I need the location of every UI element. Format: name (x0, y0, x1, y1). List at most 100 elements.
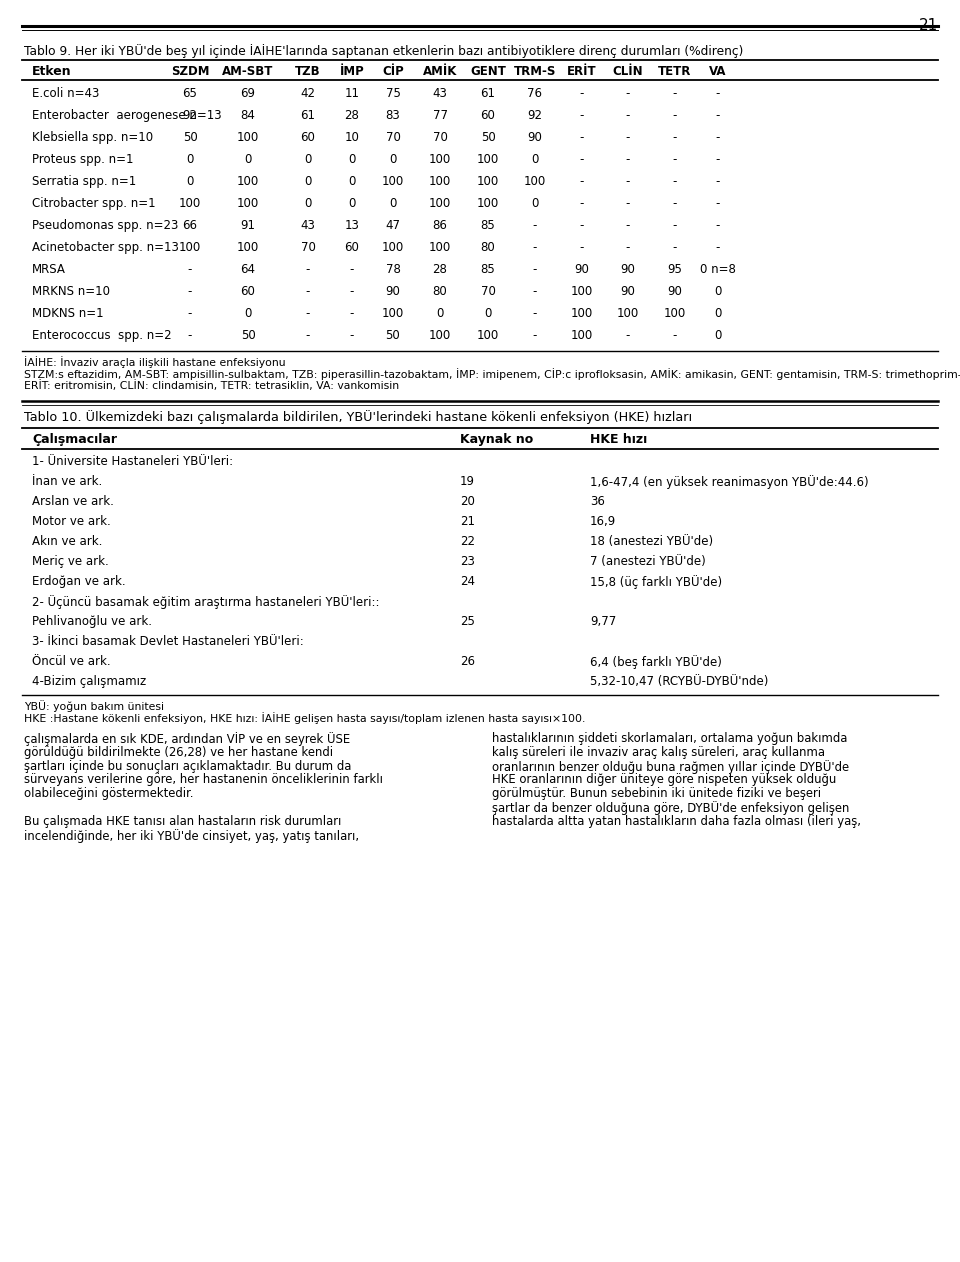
Text: olabileceğini göstermektedir.: olabileceğini göstermektedir. (24, 787, 194, 800)
Text: 90: 90 (667, 285, 683, 298)
Text: 60: 60 (241, 285, 255, 298)
Text: 3- İkinci basamak Devlet Hastaneleri YBÜ'leri:: 3- İkinci basamak Devlet Hastaneleri YBÜ… (32, 635, 303, 647)
Text: oranlarının benzer olduğu buna rağmen yıllar içinde DYBÜ'de: oranlarının benzer olduğu buna rağmen yı… (492, 760, 850, 774)
Text: 19: 19 (460, 475, 475, 488)
Text: 43: 43 (300, 220, 316, 232)
Text: 65: 65 (182, 87, 198, 100)
Text: 0: 0 (714, 307, 722, 321)
Text: -: - (349, 307, 354, 321)
Text: 4-Bizim çalışmamız: 4-Bizim çalışmamız (32, 675, 146, 688)
Text: 50: 50 (241, 329, 255, 342)
Text: 0: 0 (348, 153, 356, 167)
Text: İAİHE: İnvaziv araçla ilişkili hastane enfeksiyonu: İAİHE: İnvaziv araçla ilişkili hastane e… (24, 356, 286, 369)
Text: 70: 70 (386, 131, 400, 144)
Text: 83: 83 (386, 109, 400, 122)
Text: 100: 100 (382, 241, 404, 254)
Text: ERİT: ERİT (567, 66, 597, 78)
Text: -: - (626, 197, 630, 209)
Text: -: - (716, 87, 720, 100)
Text: İnan ve ark.: İnan ve ark. (32, 475, 103, 488)
Text: 10: 10 (345, 131, 359, 144)
Text: 85: 85 (481, 220, 495, 232)
Text: -: - (533, 262, 538, 276)
Text: -: - (626, 153, 630, 167)
Text: -: - (349, 262, 354, 276)
Text: -: - (580, 220, 585, 232)
Text: hastalıklarının şiddeti skorlamaları, ortalama yoğun bakımda: hastalıklarının şiddeti skorlamaları, or… (492, 732, 848, 745)
Text: 100: 100 (237, 241, 259, 254)
Text: -: - (533, 241, 538, 254)
Text: -: - (306, 285, 310, 298)
Text: Öncül ve ark.: Öncül ve ark. (32, 655, 110, 668)
Text: -: - (349, 285, 354, 298)
Text: Serratia spp. n=1: Serratia spp. n=1 (32, 175, 136, 188)
Text: -: - (673, 87, 677, 100)
Text: STZM:s eftazidim, AM-SBT: ampisillin-sulbaktam, TZB: piperasillin-tazobaktam, İM: STZM:s eftazidim, AM-SBT: ampisillin-sul… (24, 369, 960, 380)
Text: HKE oranlarının diğer üniteye göre nispeten yüksek olduğu: HKE oranlarının diğer üniteye göre nispe… (492, 774, 836, 786)
Text: -: - (673, 153, 677, 167)
Text: 100: 100 (571, 285, 593, 298)
Text: 100: 100 (429, 197, 451, 209)
Text: 0: 0 (436, 307, 444, 321)
Text: AMİK: AMİK (422, 66, 457, 78)
Text: çalışmalarda en sık KDE, ardından VİP ve en seyrek ÜSE: çalışmalarda en sık KDE, ardından VİP ve… (24, 732, 350, 746)
Text: HKE :Hastane kökenli enfeksiyon, HKE hızı: İAİHE gelişen hasta sayısı/toplam izl: HKE :Hastane kökenli enfeksiyon, HKE hız… (24, 712, 586, 724)
Text: 85: 85 (481, 262, 495, 276)
Text: Pseudomonas spp. n=23: Pseudomonas spp. n=23 (32, 220, 179, 232)
Text: -: - (716, 175, 720, 188)
Text: 75: 75 (386, 87, 400, 100)
Text: 80: 80 (433, 285, 447, 298)
Text: 77: 77 (433, 109, 447, 122)
Text: 0: 0 (304, 175, 312, 188)
Text: MDKNS n=1: MDKNS n=1 (32, 307, 104, 321)
Text: 50: 50 (386, 329, 400, 342)
Text: 1- Üniversite Hastaneleri YBÜ'leri:: 1- Üniversite Hastaneleri YBÜ'leri: (32, 456, 233, 468)
Text: -: - (580, 131, 585, 144)
Text: Enterococcus  spp. n=2: Enterococcus spp. n=2 (32, 329, 172, 342)
Text: -: - (716, 241, 720, 254)
Text: 43: 43 (433, 87, 447, 100)
Text: 100: 100 (429, 329, 451, 342)
Text: -: - (626, 131, 630, 144)
Text: Meriç ve ark.: Meriç ve ark. (32, 555, 108, 568)
Text: -: - (533, 329, 538, 342)
Text: İMP: İMP (340, 66, 365, 78)
Text: TRM-S: TRM-S (514, 66, 556, 78)
Text: 25: 25 (460, 615, 475, 628)
Text: 100: 100 (617, 307, 639, 321)
Text: 0: 0 (714, 285, 722, 298)
Text: 0: 0 (531, 153, 539, 167)
Text: CİP: CİP (382, 66, 404, 78)
Text: 100: 100 (237, 197, 259, 209)
Text: TETR: TETR (659, 66, 692, 78)
Text: Proteus spp. n=1: Proteus spp. n=1 (32, 153, 133, 167)
Text: YBÜ: yoğun bakım ünitesi: YBÜ: yoğun bakım ünitesi (24, 700, 164, 712)
Text: 0: 0 (304, 153, 312, 167)
Text: -: - (673, 197, 677, 209)
Text: MRKNS n=10: MRKNS n=10 (32, 285, 110, 298)
Text: 60: 60 (345, 241, 359, 254)
Text: 90: 90 (575, 262, 589, 276)
Text: 18 (anestezi YBÜ'de): 18 (anestezi YBÜ'de) (590, 535, 713, 548)
Text: 100: 100 (477, 329, 499, 342)
Text: 92: 92 (182, 109, 198, 122)
Text: Tablo 9. Her iki YBÜ'de beş yıl içinde İAİHE'larında saptanan etkenlerin bazı an: Tablo 9. Her iki YBÜ'de beş yıl içinde İ… (24, 44, 743, 58)
Text: -: - (349, 329, 354, 342)
Text: -: - (306, 307, 310, 321)
Text: -: - (626, 241, 630, 254)
Text: 100: 100 (571, 329, 593, 342)
Text: 86: 86 (433, 220, 447, 232)
Text: 11: 11 (345, 87, 359, 100)
Text: 66: 66 (182, 220, 198, 232)
Text: GENT: GENT (470, 66, 506, 78)
Text: 91: 91 (241, 220, 255, 232)
Text: -: - (306, 262, 310, 276)
Text: 100: 100 (429, 153, 451, 167)
Text: 9,77: 9,77 (590, 615, 616, 628)
Text: -: - (188, 329, 192, 342)
Text: -: - (580, 241, 585, 254)
Text: -: - (716, 153, 720, 167)
Text: ERİT: eritromisin, CLİN: clindamisin, TETR: tetrasiklin, VA: vankomisin: ERİT: eritromisin, CLİN: clindamisin, TE… (24, 380, 399, 391)
Text: 15,8 (üç farklı YBÜ'de): 15,8 (üç farklı YBÜ'de) (590, 575, 722, 589)
Text: -: - (306, 329, 310, 342)
